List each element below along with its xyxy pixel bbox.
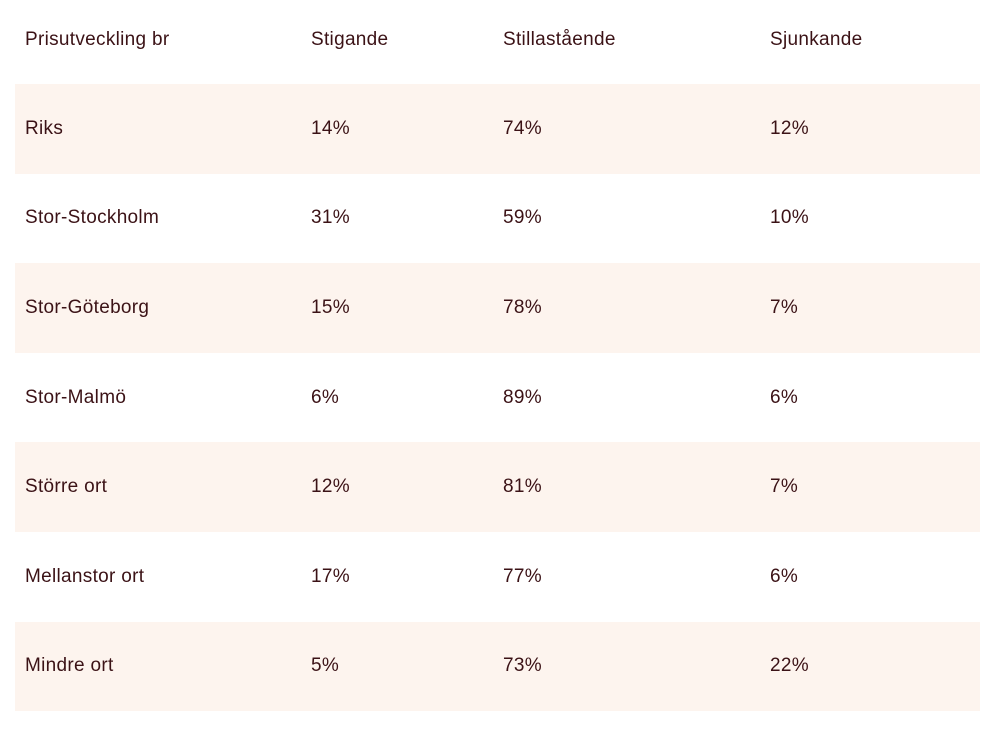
- table-row: Mindre ort 5% 73% 22%: [15, 621, 980, 712]
- cell-falling: 6%: [770, 565, 799, 587]
- cell-falling: 7%: [760, 263, 980, 353]
- table-row: Stor-Stockholm 31% 59% 10%: [15, 174, 980, 264]
- cell-rising: 17%: [311, 565, 350, 587]
- cell-stable: 73%: [493, 621, 760, 712]
- cell-stable: 81%: [493, 442, 760, 532]
- table-row: Större ort 12% 81% 7%: [15, 442, 980, 532]
- table-body: Riks 14% 74% 12% Stor-Stockholm 31% 59% …: [15, 84, 980, 712]
- cell-region: Stor-Malmö: [25, 386, 127, 408]
- price-trend-table: Prisutveckling br Stigande Stillastående…: [15, 0, 980, 712]
- table-row: Mellanstor ort 17% 77% 6%: [15, 532, 980, 622]
- cell-rising: 12%: [301, 442, 493, 532]
- cell-stable: 89%: [503, 386, 542, 408]
- header-rising: Stigande: [311, 29, 389, 50]
- table-row: Stor-Göteborg 15% 78% 7%: [15, 263, 980, 353]
- cell-falling: 10%: [770, 207, 809, 229]
- cell-stable: 77%: [503, 565, 542, 587]
- table-header: Prisutveckling br Stigande Stillastående…: [15, 0, 980, 84]
- cell-region: Större ort: [15, 442, 301, 532]
- cell-stable: 78%: [493, 263, 760, 353]
- cell-region: Stor-Göteborg: [15, 263, 301, 353]
- table-row: Stor-Malmö 6% 89% 6%: [15, 353, 980, 443]
- header-row: Prisutveckling br Stigande Stillastående…: [15, 0, 980, 84]
- cell-falling: 22%: [760, 621, 980, 712]
- header-region: Prisutveckling br: [25, 29, 170, 50]
- cell-region: Riks: [15, 84, 301, 174]
- cell-rising: 31%: [311, 207, 350, 229]
- cell-falling: 6%: [770, 386, 799, 408]
- cell-stable: 74%: [493, 84, 760, 174]
- cell-rising: 6%: [311, 386, 340, 408]
- cell-rising: 15%: [301, 263, 493, 353]
- cell-region: Stor-Stockholm: [25, 207, 160, 229]
- cell-falling: 7%: [760, 442, 980, 532]
- header-falling: Sjunkande: [770, 29, 863, 50]
- table-row: Riks 14% 74% 12%: [15, 84, 980, 174]
- cell-stable: 59%: [503, 207, 542, 229]
- header-stable: Stillastående: [503, 29, 616, 50]
- price-trend-table-container: Prisutveckling br Stigande Stillastående…: [15, 0, 980, 712]
- cell-rising: 14%: [301, 84, 493, 174]
- cell-rising: 5%: [301, 621, 493, 712]
- cell-falling: 12%: [760, 84, 980, 174]
- cell-region: Mellanstor ort: [25, 565, 145, 587]
- cell-region: Mindre ort: [15, 621, 301, 712]
